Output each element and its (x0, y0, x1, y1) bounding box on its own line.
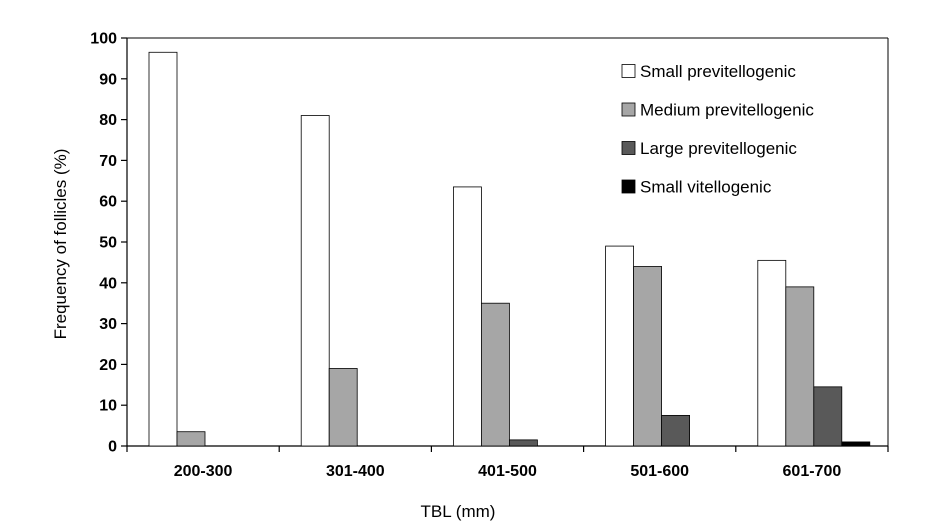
bar (757, 259, 787, 447)
y-tick-label: 80 (99, 112, 117, 129)
x-tick-label: 401-500 (478, 463, 537, 480)
bar (176, 431, 206, 447)
y-tick-label: 0 (108, 439, 117, 456)
bar (148, 51, 178, 447)
legend-label: Medium previtellogenic (640, 101, 814, 120)
bar (813, 386, 843, 447)
x-tick-label: 601-700 (783, 463, 842, 480)
y-tick-label: 70 (99, 153, 117, 170)
y-tick-label: 50 (99, 235, 117, 252)
y-tick-label: 20 (99, 357, 117, 374)
x-tick-label: 200-300 (174, 463, 233, 480)
bar (605, 245, 634, 447)
legend-swatch (621, 141, 636, 155)
y-tick-label: 60 (99, 194, 117, 211)
y-tick-label: 100 (90, 31, 117, 48)
plot-area: 0 10 20 30 40 50 60 70 80 90 100 200-300 301-400 401-… (90, 31, 889, 480)
y-tick-label: 30 (99, 316, 117, 333)
y-tick-label: 10 (99, 398, 117, 415)
x-axis-title: TBL (mm) (421, 502, 496, 521)
bar (661, 414, 690, 447)
bar (633, 266, 662, 447)
bar (785, 286, 815, 447)
bar (452, 186, 482, 447)
x-tick-label: 501-600 (630, 463, 689, 480)
bar (300, 115, 330, 447)
bar (508, 439, 538, 447)
y-tick-label: 40 (99, 275, 117, 292)
legend-label: Small previtellogenic (640, 62, 796, 81)
legend-swatch (621, 102, 636, 117)
y-axis-title: Frequency of follicles (%) (51, 149, 70, 340)
bar (480, 302, 510, 447)
y-tick-label: 90 (99, 71, 117, 88)
legend-label: Large previtellogenic (640, 139, 797, 158)
legend-swatch (621, 179, 636, 194)
bar (328, 368, 358, 447)
legend-label: Small vitellogenic (640, 178, 772, 197)
legend: Small previtellogenic Medium previtelloge… (621, 62, 814, 197)
bar (841, 441, 871, 447)
legend-swatch (621, 64, 636, 78)
x-tick-label: 301-400 (326, 463, 385, 480)
